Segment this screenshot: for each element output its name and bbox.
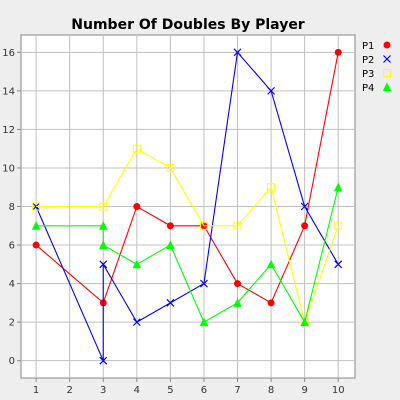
- data-point-p2: [200, 279, 208, 288]
- legend-marker-p1: [383, 41, 391, 49]
- data-point-p4: [166, 240, 175, 250]
- data-point-p4: [199, 317, 209, 327]
- legend-marker-p3: [383, 69, 391, 77]
- legend-item-p1: P1: [362, 41, 391, 52]
- x-tick-label: 2: [66, 385, 72, 396]
- y-tick-label: 4: [9, 279, 15, 290]
- data-point-p4: [132, 259, 142, 269]
- legend-item-p4: P4: [362, 82, 392, 94]
- legend-item-p3: P3: [362, 69, 391, 80]
- chart-title: Number Of Doubles By Player: [71, 17, 305, 33]
- data-point-p3: [99, 202, 108, 211]
- data-point-p1: [166, 222, 174, 230]
- series-group: [31, 48, 343, 365]
- data-point-p4: [233, 298, 242, 307]
- data-point-p1: [32, 241, 40, 249]
- y-tick-label: 14: [2, 86, 15, 97]
- data-point-p1: [334, 48, 342, 56]
- legend-label: P4: [362, 83, 374, 94]
- series-p4: [31, 182, 343, 327]
- y-tick-label: 8: [9, 202, 15, 213]
- series-line-p4: [36, 187, 339, 324]
- data-point-p2: [334, 260, 343, 269]
- data-point-p3: [199, 221, 208, 230]
- legend: P1 P2 P3 P4: [362, 41, 392, 94]
- data-point-p4: [300, 317, 309, 327]
- data-point-p2: [233, 48, 242, 57]
- legend-marker-p2: [383, 55, 391, 63]
- data-point-p4: [98, 240, 108, 250]
- legend-label: P1: [362, 41, 374, 52]
- data-point-p2: [166, 298, 175, 307]
- data-point-p2: [267, 86, 276, 95]
- x-tick-label: 6: [201, 385, 207, 396]
- series-line-p2: [35, 51, 339, 361]
- data-point-p3: [267, 183, 276, 192]
- data-point-p3: [233, 221, 242, 230]
- x-tick-label: 9: [301, 385, 307, 396]
- data-point-p4: [333, 182, 343, 192]
- data-point-p4: [31, 221, 41, 230]
- legend-label: P2: [362, 55, 374, 66]
- data-point-p2: [32, 202, 41, 211]
- series-p2: [32, 48, 343, 365]
- x-tick-label: 8: [268, 385, 274, 396]
- data-point-p1: [301, 222, 309, 230]
- x-tick-label: 10: [332, 385, 345, 396]
- data-point-p2: [132, 318, 141, 327]
- x-tick-label: 4: [134, 385, 140, 396]
- data-point-p1: [234, 280, 242, 288]
- legend-marker-p4: [382, 82, 392, 91]
- data-point-p4: [266, 259, 276, 269]
- data-point-p3: [334, 221, 343, 230]
- x-tick-label: 3: [100, 385, 106, 396]
- data-point-p2: [99, 356, 108, 365]
- y-tick-label: 6: [9, 241, 15, 252]
- legend-item-p2: P2: [362, 55, 391, 66]
- y-tick-label: 2: [9, 318, 15, 329]
- series-line-p3: [36, 147, 339, 325]
- y-tick-label: 0: [9, 356, 15, 367]
- y-tick-label: 10: [2, 163, 15, 174]
- data-point-p1: [133, 203, 141, 210]
- x-tick-label: 1: [33, 385, 39, 396]
- x-tick-label: 5: [167, 385, 173, 396]
- y-tick-label: 16: [2, 48, 15, 59]
- data-point-p3: [166, 163, 175, 172]
- data-point-p2: [99, 260, 108, 269]
- data-point-p4: [98, 221, 108, 230]
- data-point-p3: [32, 202, 41, 211]
- data-point-p2: [300, 202, 309, 211]
- x-tick-label: 7: [234, 385, 240, 396]
- data-point-p3: [132, 144, 141, 153]
- legend-label: P3: [362, 69, 374, 80]
- y-tick-label: 12: [2, 125, 15, 136]
- data-point-p1: [267, 299, 275, 307]
